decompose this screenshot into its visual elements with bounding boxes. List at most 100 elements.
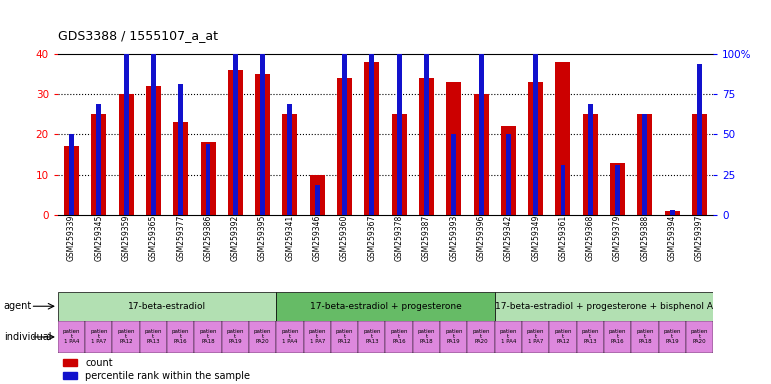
Bar [610, 163, 625, 215]
Bar [194, 321, 222, 353]
Bar [206, 144, 210, 215]
Bar [69, 134, 74, 215]
Bar [638, 114, 652, 215]
Bar [276, 321, 304, 353]
Text: GSM259394: GSM259394 [668, 215, 677, 262]
Bar [397, 54, 402, 215]
Bar [255, 74, 270, 215]
Bar [260, 54, 265, 215]
Text: patien
t
PA16: patien t PA16 [172, 329, 190, 344]
Text: patien
t
PA20: patien t PA20 [254, 329, 271, 344]
Text: GSM259393: GSM259393 [449, 215, 458, 262]
Bar [58, 321, 85, 353]
Text: patien
t
PA20: patien t PA20 [473, 329, 490, 344]
Bar [365, 62, 379, 215]
Bar [58, 292, 276, 321]
Text: patien
t
PA18: patien t PA18 [199, 329, 217, 344]
Bar [233, 23, 237, 215]
Bar [221, 321, 249, 353]
Bar [549, 321, 577, 353]
Text: GSM259377: GSM259377 [177, 215, 185, 262]
Bar [173, 122, 188, 215]
Bar [412, 321, 440, 353]
Bar [467, 321, 495, 353]
Bar [451, 134, 456, 215]
Text: patien
t
1 PA7: patien t 1 PA7 [90, 329, 107, 344]
Text: patien
t
PA12: patien t PA12 [336, 329, 353, 344]
Bar [615, 165, 620, 215]
Text: 17-beta-estradiol: 17-beta-estradiol [128, 302, 206, 311]
Text: patien
t
PA16: patien t PA16 [390, 329, 408, 344]
Text: patien
t
1 PA4: patien t 1 PA4 [281, 329, 298, 344]
Bar [342, 54, 347, 215]
Text: GSM259339: GSM259339 [67, 215, 76, 262]
Bar [697, 64, 702, 215]
Bar [561, 165, 565, 215]
Legend: count, percentile rank within the sample: count, percentile rank within the sample [62, 358, 250, 381]
Bar [577, 321, 604, 353]
Text: patien
t
PA19: patien t PA19 [664, 329, 681, 344]
Bar [276, 292, 495, 321]
Bar [658, 321, 686, 353]
Bar [555, 62, 571, 215]
Bar [64, 146, 79, 215]
Text: GSM259397: GSM259397 [695, 215, 704, 262]
Bar [113, 321, 140, 353]
Bar [631, 321, 658, 353]
Bar [310, 175, 325, 215]
Text: patien
t
PA19: patien t PA19 [227, 329, 244, 344]
Bar [386, 321, 412, 353]
Bar [495, 321, 522, 353]
Text: GSM259368: GSM259368 [586, 215, 594, 261]
Bar [522, 321, 549, 353]
Text: GSM259342: GSM259342 [504, 215, 513, 261]
Text: GSM259378: GSM259378 [395, 215, 404, 261]
Bar [337, 78, 352, 215]
Bar [123, 54, 129, 215]
Bar [479, 13, 483, 215]
Text: GSM259349: GSM259349 [531, 215, 540, 262]
Text: individual: individual [4, 332, 52, 342]
Bar [665, 211, 680, 215]
Bar [200, 142, 216, 215]
Text: GSM259379: GSM259379 [613, 215, 622, 262]
Bar [473, 94, 489, 215]
Bar [315, 185, 320, 215]
Text: GSM259395: GSM259395 [258, 215, 267, 262]
Text: patien
t
PA13: patien t PA13 [145, 329, 162, 344]
Bar [501, 126, 516, 215]
Bar [392, 114, 406, 215]
Text: GSM259346: GSM259346 [313, 215, 322, 262]
Text: patien
t
PA13: patien t PA13 [581, 329, 599, 344]
Bar [419, 78, 434, 215]
Bar [167, 321, 194, 353]
Text: patien
t
PA16: patien t PA16 [609, 329, 626, 344]
Bar [506, 134, 511, 215]
Bar [686, 321, 713, 353]
Bar [583, 114, 598, 215]
Bar [440, 321, 467, 353]
Text: GSM259367: GSM259367 [367, 215, 376, 262]
Bar [227, 70, 243, 215]
Text: GSM259341: GSM259341 [285, 215, 295, 261]
Bar [282, 114, 298, 215]
Bar [288, 104, 292, 215]
Bar [119, 94, 133, 215]
Text: patien
t
PA19: patien t PA19 [445, 329, 463, 344]
Bar [249, 321, 276, 353]
Bar [642, 114, 648, 215]
Bar [304, 321, 331, 353]
Bar [85, 321, 113, 353]
Text: GSM259388: GSM259388 [641, 215, 649, 261]
Text: GSM259345: GSM259345 [94, 215, 103, 262]
Text: GSM259359: GSM259359 [122, 215, 130, 262]
Text: GSM259386: GSM259386 [204, 215, 213, 261]
Bar [446, 82, 461, 215]
Text: GSM259396: GSM259396 [476, 215, 486, 262]
Bar [151, 54, 156, 215]
Text: patien
t
1 PA4: patien t 1 PA4 [62, 329, 80, 344]
Bar [528, 82, 544, 215]
Bar [534, 34, 538, 215]
Text: patien
t
PA12: patien t PA12 [554, 329, 572, 344]
Bar [495, 292, 713, 321]
